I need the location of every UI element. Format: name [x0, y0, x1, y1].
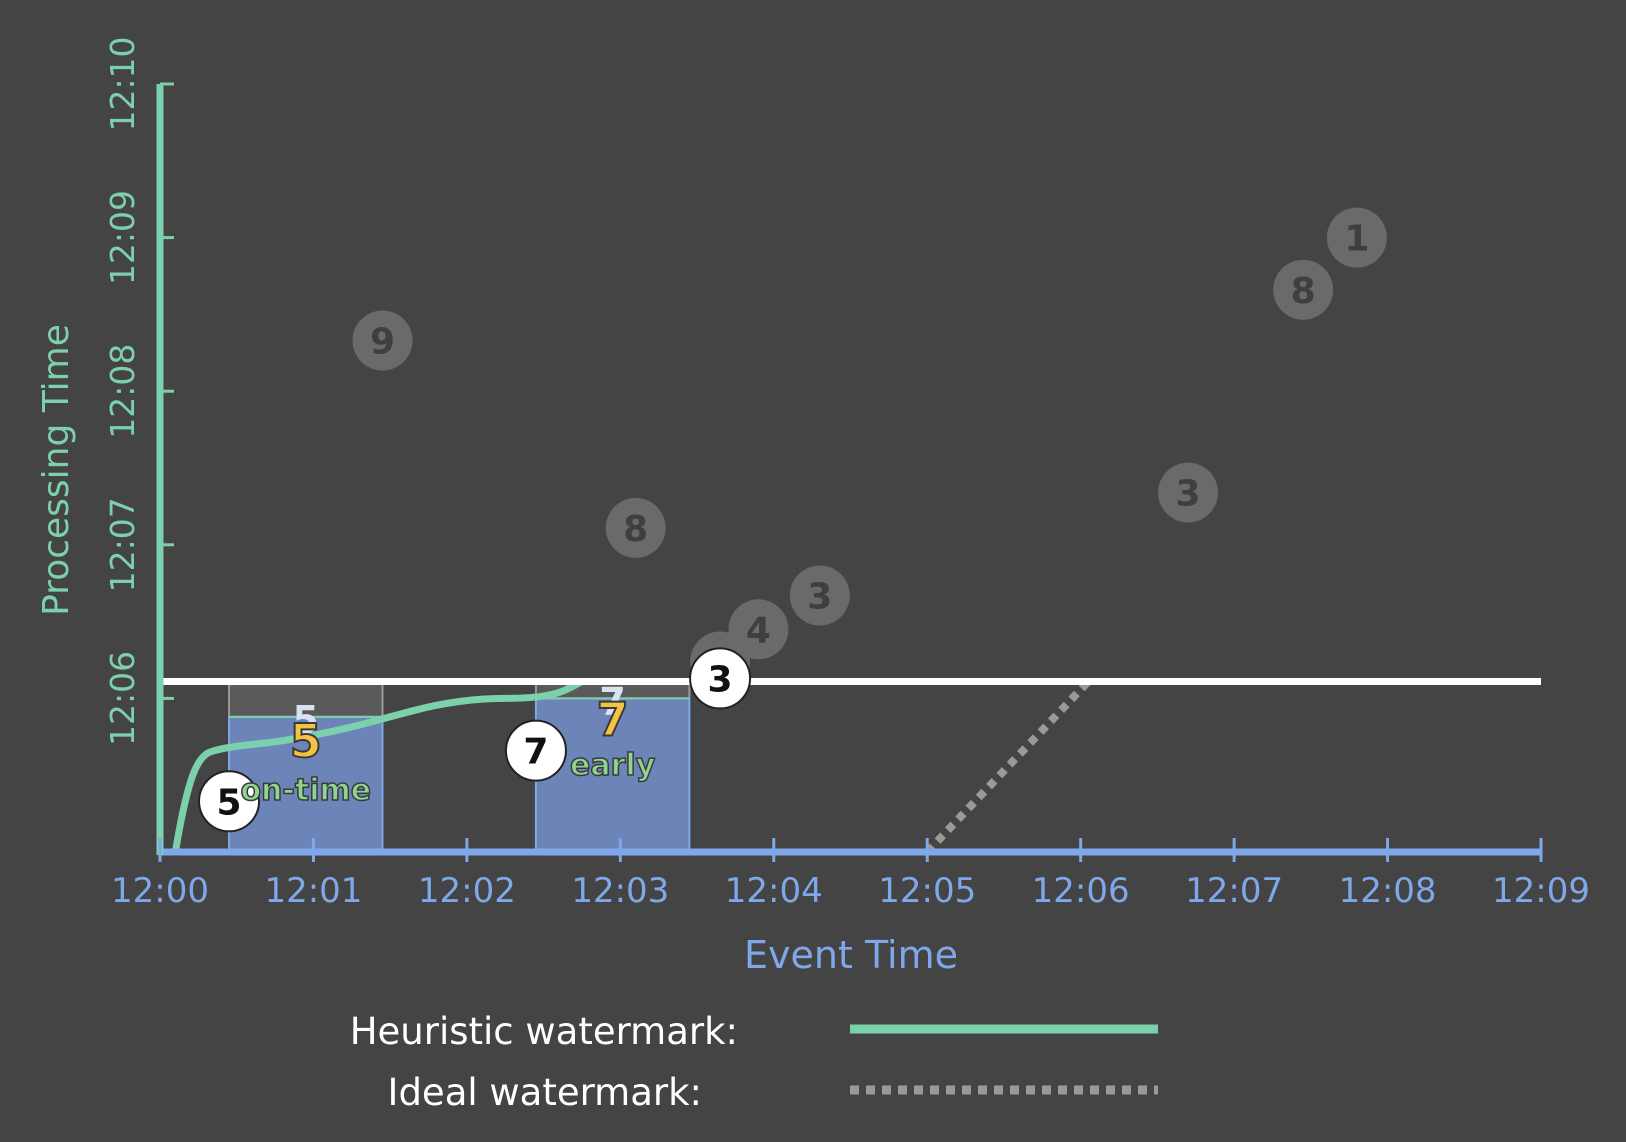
window-result-label: on-time: [240, 773, 371, 808]
x-tick-label: 12:03: [571, 871, 669, 911]
pending-point: [1326, 207, 1387, 268]
x-tick-label: 12:01: [264, 871, 362, 911]
x-tick-label: 12:02: [418, 871, 516, 911]
pending-point: [789, 565, 850, 626]
pending-point-label: 3: [807, 576, 832, 617]
pending-point-label: 9: [370, 322, 395, 363]
y-tick-label: 12:08: [103, 344, 142, 439]
window-panes: [228, 681, 691, 854]
window-pane-top: [229, 681, 383, 717]
window-result-value: 5: [290, 714, 322, 768]
processed-point: [689, 647, 752, 710]
y-axis-title: Processing Time: [36, 324, 77, 616]
ideal-watermark-line: [924, 678, 1092, 855]
pending-point: [1158, 462, 1219, 523]
x-axis-title: Event Time: [744, 933, 958, 977]
x-tick-label: 12:04: [725, 871, 823, 911]
heuristic-watermark-line: [171, 678, 586, 856]
pending-point-label: 8: [1291, 271, 1316, 312]
y-tick-label: 12:09: [103, 190, 142, 285]
y-tick-label: 12:07: [103, 497, 142, 592]
pending-point: [1273, 259, 1334, 320]
window-shadow-value: 5: [293, 698, 319, 742]
pending-point: [605, 497, 666, 558]
legend-ideal-label: Ideal watermark:: [388, 1071, 702, 1114]
processed-point: [504, 719, 567, 782]
pending-point: [352, 310, 413, 371]
pending-point-label: 4: [746, 610, 771, 651]
axes: 12:00 12:01 12:02 12:03 12:04 12:05 12:06 12:07…: [103, 36, 1590, 911]
y-tick-label: 12:10: [103, 36, 142, 131]
data-points: 98343381573: [198, 207, 1387, 833]
processed-point-label: 5: [217, 782, 242, 823]
window-pane: [534, 697, 691, 854]
processed-point: [198, 770, 261, 833]
x-tick-label: 12:08: [1339, 871, 1437, 911]
processed-point-label: 7: [523, 732, 548, 773]
pending-point-label: 3: [1176, 474, 1201, 515]
y-tick-label: 12:06: [103, 651, 142, 746]
x-tick-label: 12:00: [111, 871, 209, 911]
x-tick-label: 12:09: [1492, 871, 1590, 911]
window-shadow-value: 7: [599, 679, 625, 723]
x-tick-label: 12:07: [1185, 871, 1283, 911]
processed-point-label: 3: [708, 659, 733, 700]
window-result-value: 7: [597, 692, 629, 746]
legend-heuristic-label: Heuristic watermark:: [350, 1010, 738, 1053]
watermark-lines: [160, 678, 1541, 856]
pending-point-label: 1: [1344, 219, 1369, 260]
pending-point-label: 8: [623, 509, 648, 550]
pending-point: [728, 599, 789, 660]
window-result-label: early: [570, 748, 656, 783]
x-tick-label: 12:05: [878, 871, 976, 911]
x-tick-label: 12:06: [1032, 871, 1130, 911]
legend: Heuristic watermark: Ideal watermark:: [350, 1010, 1158, 1114]
